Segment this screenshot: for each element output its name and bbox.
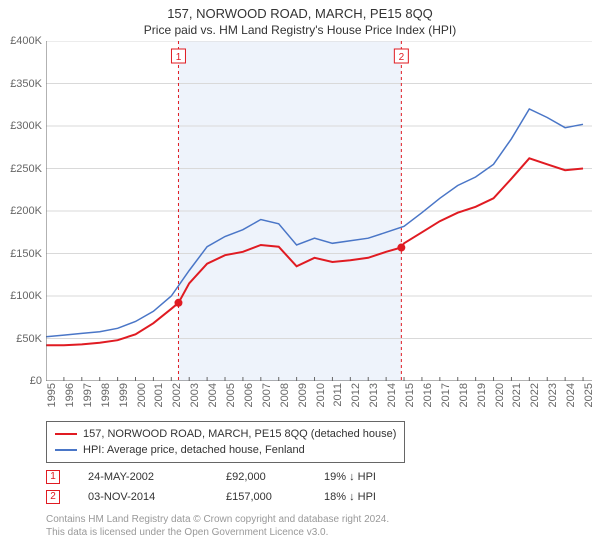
x-axis-tick-label: 2023: [547, 383, 559, 407]
x-axis-tick-label: 2014: [386, 383, 398, 407]
chart-container: 157, NORWOOD ROAD, MARCH, PE15 8QQ Price…: [0, 0, 600, 560]
x-axis-tick-label: 2016: [422, 383, 434, 407]
x-axis-tick-label: 2006: [243, 383, 255, 407]
x-axis-tick-label: 2000: [136, 383, 148, 407]
footer-line: Contains HM Land Registry data © Crown c…: [46, 513, 590, 526]
sale-marker-icon: 1: [46, 470, 60, 484]
y-axis-tick-label: £350K: [10, 78, 46, 90]
x-axis-tick-label: 2010: [315, 383, 327, 407]
x-axis-tick-label: 2013: [368, 383, 380, 407]
chart-title: 157, NORWOOD ROAD, MARCH, PE15 8QQ: [0, 0, 600, 21]
legend-item: 157, NORWOOD ROAD, MARCH, PE15 8QQ (deta…: [55, 426, 396, 442]
y-axis-tick-label: £250K: [10, 163, 46, 175]
legend-label: 157, NORWOOD ROAD, MARCH, PE15 8QQ (deta…: [83, 426, 396, 442]
x-axis-tick-label: 2009: [297, 383, 309, 407]
x-axis-tick-label: 1998: [100, 383, 112, 407]
x-axis-tick-label: 1995: [46, 383, 58, 407]
sale-delta: 19% ↓ HPI: [324, 467, 414, 487]
x-axis-tick-label: 2018: [458, 383, 470, 407]
x-axis-tick-label: 2021: [511, 383, 523, 407]
x-axis-tick-label: 2007: [261, 383, 273, 407]
footer-line: This data is licensed under the Open Gov…: [46, 526, 590, 539]
x-axis-tick-label: 2025: [583, 383, 595, 407]
y-axis-tick-label: £200K: [10, 205, 46, 217]
x-axis-tick-label: 2005: [225, 383, 237, 407]
legend-swatch: [55, 449, 77, 451]
x-axis-tick-label: 2015: [404, 383, 416, 407]
sale-price: £157,000: [226, 487, 296, 507]
x-axis-tick-label: 2008: [279, 383, 291, 407]
svg-text:1: 1: [176, 52, 182, 63]
x-axis-tick-label: 1996: [64, 383, 76, 407]
chart-plot-area: 12 £0£50K£100K£150K£200K£250K£300K£350K£…: [46, 41, 592, 381]
x-axis-tick-label: 2003: [189, 383, 201, 407]
y-axis-tick-label: £0: [30, 375, 46, 387]
sale-marker-icon: 2: [46, 490, 60, 504]
sale-date: 03-NOV-2014: [88, 487, 198, 507]
x-axis-tick-label: 2012: [350, 383, 362, 407]
y-axis-tick-label: £150K: [10, 248, 46, 260]
svg-text:2: 2: [399, 52, 405, 63]
sales-table: 1 24-MAY-2002 £92,000 19% ↓ HPI 2 03-NOV-2014…: [46, 467, 590, 507]
x-axis-tick-label: 2024: [565, 383, 577, 407]
legend-item: HPI: Average price, detached house, Fenl…: [55, 442, 396, 458]
x-axis-tick-label: 2019: [476, 383, 488, 407]
legend-swatch: [55, 433, 77, 435]
x-axis-tick-label: 2001: [153, 383, 165, 407]
sale-delta: 18% ↓ HPI: [324, 487, 414, 507]
sale-row: 2 03-NOV-2014 £157,000 18% ↓ HPI: [46, 487, 590, 507]
sale-row: 1 24-MAY-2002 £92,000 19% ↓ HPI: [46, 467, 590, 487]
x-axis-labels: 1995 1996 1997 1998 1999 2000 2001 2002 2003 2004…: [46, 381, 592, 415]
sale-price: £92,000: [226, 467, 296, 487]
x-axis-tick-label: 2020: [494, 383, 506, 407]
x-axis-tick-label: 1999: [118, 383, 130, 407]
x-axis-tick-label: 2002: [171, 383, 183, 407]
x-axis-tick-label: 2011: [332, 383, 344, 407]
legend-label: HPI: Average price, detached house, Fenl…: [83, 442, 305, 458]
y-axis-tick-label: £400K: [10, 35, 46, 47]
x-axis-tick-label: 1997: [82, 383, 94, 407]
x-axis-tick-label: 2022: [529, 383, 541, 407]
chart-subtitle: Price paid vs. HM Land Registry's House …: [0, 21, 600, 41]
sale-date: 24-MAY-2002: [88, 467, 198, 487]
x-axis-tick-label: 2017: [440, 383, 452, 407]
chart-footer: Contains HM Land Registry data © Crown c…: [46, 513, 590, 539]
y-axis-tick-label: £300K: [10, 120, 46, 132]
y-axis-tick-label: £50K: [16, 333, 46, 345]
y-axis-tick-label: £100K: [10, 290, 46, 302]
chart-legend: 157, NORWOOD ROAD, MARCH, PE15 8QQ (deta…: [46, 421, 405, 463]
x-axis-tick-label: 2004: [207, 383, 219, 407]
line-chart-svg: 12: [46, 41, 592, 381]
